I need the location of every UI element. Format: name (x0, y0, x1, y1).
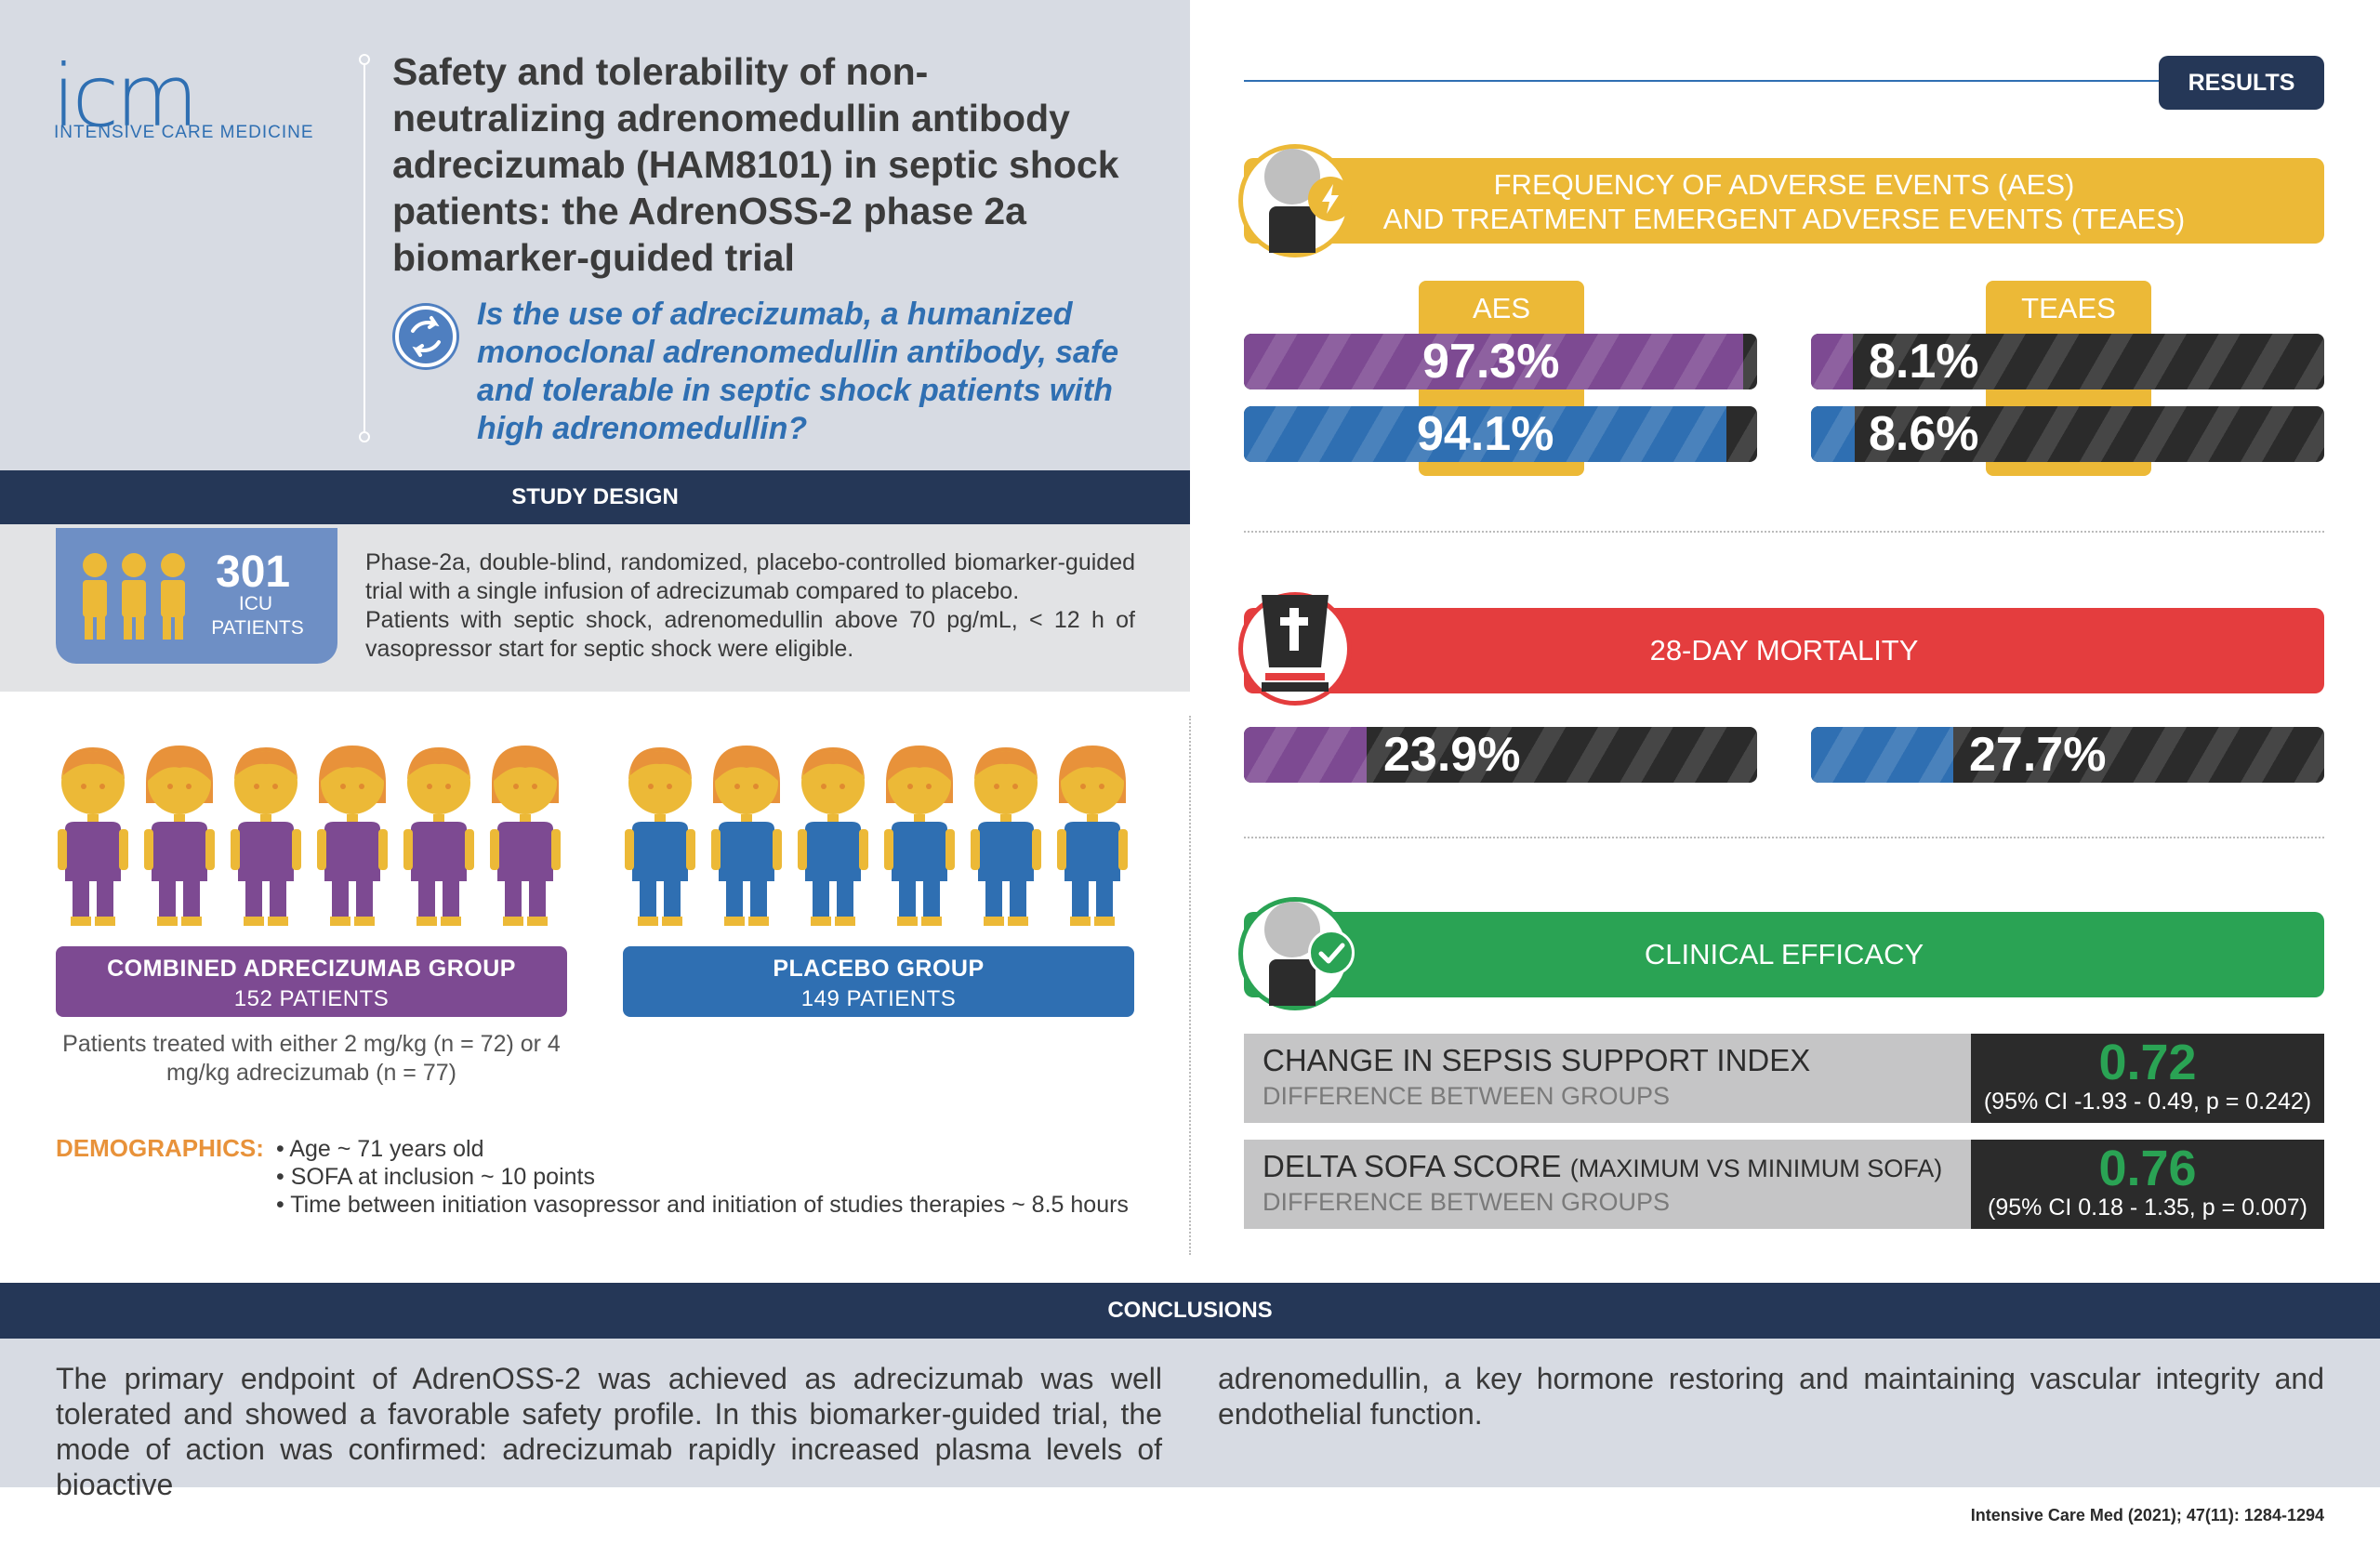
efficacy-subtitle: DIFFERENCE BETWEEN GROUPS (1263, 1082, 1671, 1110)
adverse-events-title-2: AND TREATMENT EMERGENT ADVERSE EVENTS (T… (1382, 203, 2186, 235)
header-divider (364, 59, 365, 437)
placebo-group-title: PLACEBO GROUP (773, 956, 985, 982)
patient-figure (707, 744, 786, 930)
efficacy-row-ssi: CHANGE IN SEPSIS SUPPORT INDEX DIFFERENC… (1244, 1034, 2324, 1123)
mortality-treatment-value: 23.9% (1383, 728, 1521, 782)
aes-placebo-fill (1244, 406, 1727, 462)
clinical-efficacy-heading: CLINICAL EFFICACY (1244, 912, 2324, 997)
efficacy-ci: (95% CI -1.93 - 0.49, p = 0.242) (1983, 1089, 2312, 1115)
teaes-placebo-bar: 8.6% (1811, 406, 2324, 462)
patient-figure (486, 744, 564, 930)
conclusions-heading: CONCLUSIONS (0, 1283, 2380, 1339)
aes-treatment-fill (1244, 334, 1744, 389)
demographics-list: • Age ~ 71 years old • SOFA at inclusion… (276, 1135, 1129, 1219)
adverse-events-icon-badge (1238, 144, 1353, 257)
efficacy-subtitle: DIFFERENCE BETWEEN GROUPS (1263, 1188, 1671, 1216)
aes-treatment-bar: 97.3% (1244, 334, 1757, 389)
demographics-item: • SOFA at inclusion ~ 10 points (276, 1164, 595, 1190)
teaes-placebo-fill (1811, 406, 1856, 462)
icu-patients-badge (56, 528, 337, 664)
patient-figure (54, 744, 132, 930)
patient-figure (140, 744, 218, 930)
patient-figure (400, 744, 478, 930)
patients-group-icon (83, 553, 185, 640)
aes-placebo-bar: 94.1% (1244, 406, 1757, 462)
clinical-efficacy-icon-badge (1238, 897, 1355, 1010)
adverse-events-heading: FREQUENCY OF ADVERSE EVENTS (AES) AND TR… (1244, 158, 2324, 244)
conclusions-text-2: adrenomedullin, a key hormone restoring … (1218, 1362, 2324, 1431)
results-rule (1244, 80, 2174, 82)
efficacy-title: CHANGE IN SEPSIS SUPPORT INDEX (1263, 1043, 1811, 1077)
efficacy-title: DELTA SOFA SCORE (MAXIMUM VS MINIMUM SOF… (1263, 1149, 1943, 1183)
patient-figure (967, 744, 1045, 930)
demographics-item: • Age ~ 71 years old (276, 1136, 484, 1162)
header-panel (0, 0, 1190, 470)
treatment-group-count: 152 PATIENTS (233, 986, 390, 1011)
mortality-treatment-fill (1244, 727, 1367, 783)
mortality-heading: 28-DAY MORTALITY (1244, 608, 2324, 693)
efficacy-value: 0.76 (2098, 1141, 2197, 1196)
icu-label: ICU (238, 593, 273, 614)
aes-treatment-value: 97.3% (1422, 335, 1560, 389)
conclusions-text-1: The primary endpoint of AdrenOSS-2 was a… (56, 1362, 1162, 1501)
mortality-placebo-bar: 27.7% (1811, 727, 2324, 783)
teaes-placebo-value: 8.6% (1869, 407, 1979, 461)
patient-figure (313, 744, 391, 930)
placebo-group-label: PLACEBO GROUP 149 PATIENTS (623, 946, 1134, 1017)
results-badge: RESULTS (2159, 56, 2324, 110)
divider-dot-bottom (359, 431, 370, 442)
patient-figure (1053, 744, 1131, 930)
checkmark-icon (1308, 930, 1355, 976)
patient-figure (227, 744, 305, 930)
study-design-text: Phase-2a, double-blind, randomized, plac… (365, 548, 1135, 664)
study-design-heading: STUDY DESIGN (0, 470, 1190, 524)
divider-dot-top (359, 54, 370, 65)
treatment-group-label: COMBINED ADRECIZUMAB GROUP 152 PATIENTS (56, 946, 567, 1017)
patient-figure (794, 744, 872, 930)
aes-placebo-value: 94.1% (1417, 407, 1554, 461)
column-divider (1189, 716, 1191, 1255)
research-question: Is the use of adrecizumab, a humanized m… (477, 297, 1119, 446)
efficacy-row-sofa: DELTA SOFA SCORE (MAXIMUM VS MINIMUM SOF… (1244, 1140, 2324, 1229)
section-separator (1244, 837, 2324, 838)
section-separator (1244, 531, 2324, 533)
swap-arrows-icon (392, 303, 459, 370)
tombstone-icon (1262, 595, 1329, 692)
logo-subtitle: INTENSIVE CARE MEDICINE (54, 123, 314, 142)
conclusions-panel (0, 1339, 2380, 1487)
teaes-treatment-fill (1811, 334, 1853, 389)
study-design-text-1: Phase-2a, double-blind, randomized, plac… (365, 549, 1135, 604)
patients-label: PATIENTS (211, 617, 304, 639)
efficacy-ci: (95% CI 0.18 - 1.35, p = 0.007) (1988, 1194, 2307, 1221)
placebo-group-count: 149 PATIENTS (800, 986, 957, 1011)
patient-figure (880, 744, 959, 930)
mortality-treatment-bar: 23.9% (1244, 727, 1757, 783)
teaes-treatment-value: 8.1% (1869, 335, 1979, 389)
mortality-placebo-fill (1811, 727, 1953, 783)
efficacy-value: 0.72 (2098, 1035, 2197, 1090)
icu-patient-count: 301 (216, 548, 291, 597)
adverse-events-title-1: FREQUENCY OF ADVERSE EVENTS (AES) (1493, 168, 2075, 201)
article-title: Safety and tolerability of non-neutraliz… (392, 50, 1119, 279)
treatment-group-title: COMBINED ADRECIZUMAB GROUP (107, 956, 516, 982)
mortality-placebo-value: 27.7% (1969, 728, 2107, 782)
study-design-text-2: Patients with septic shock, adrenomedull… (365, 607, 1135, 662)
demographics-label: DEMOGRAPHICS: (56, 1134, 264, 1162)
demographics-item: • Time between initiation vasopressor an… (276, 1192, 1129, 1218)
treatment-dose-note: Patients treated with either 2 mg/kg (n … (62, 1031, 561, 1086)
mortality-icon-badge (1238, 592, 1352, 706)
citation: Intensive Care Med (2021); 47(11): 1284-… (1970, 1506, 2324, 1524)
teaes-treatment-bar: 8.1% (1811, 334, 2324, 389)
lightning-icon (1308, 177, 1353, 221)
patient-figure (621, 744, 699, 930)
icm-logo: icm (52, 46, 199, 146)
